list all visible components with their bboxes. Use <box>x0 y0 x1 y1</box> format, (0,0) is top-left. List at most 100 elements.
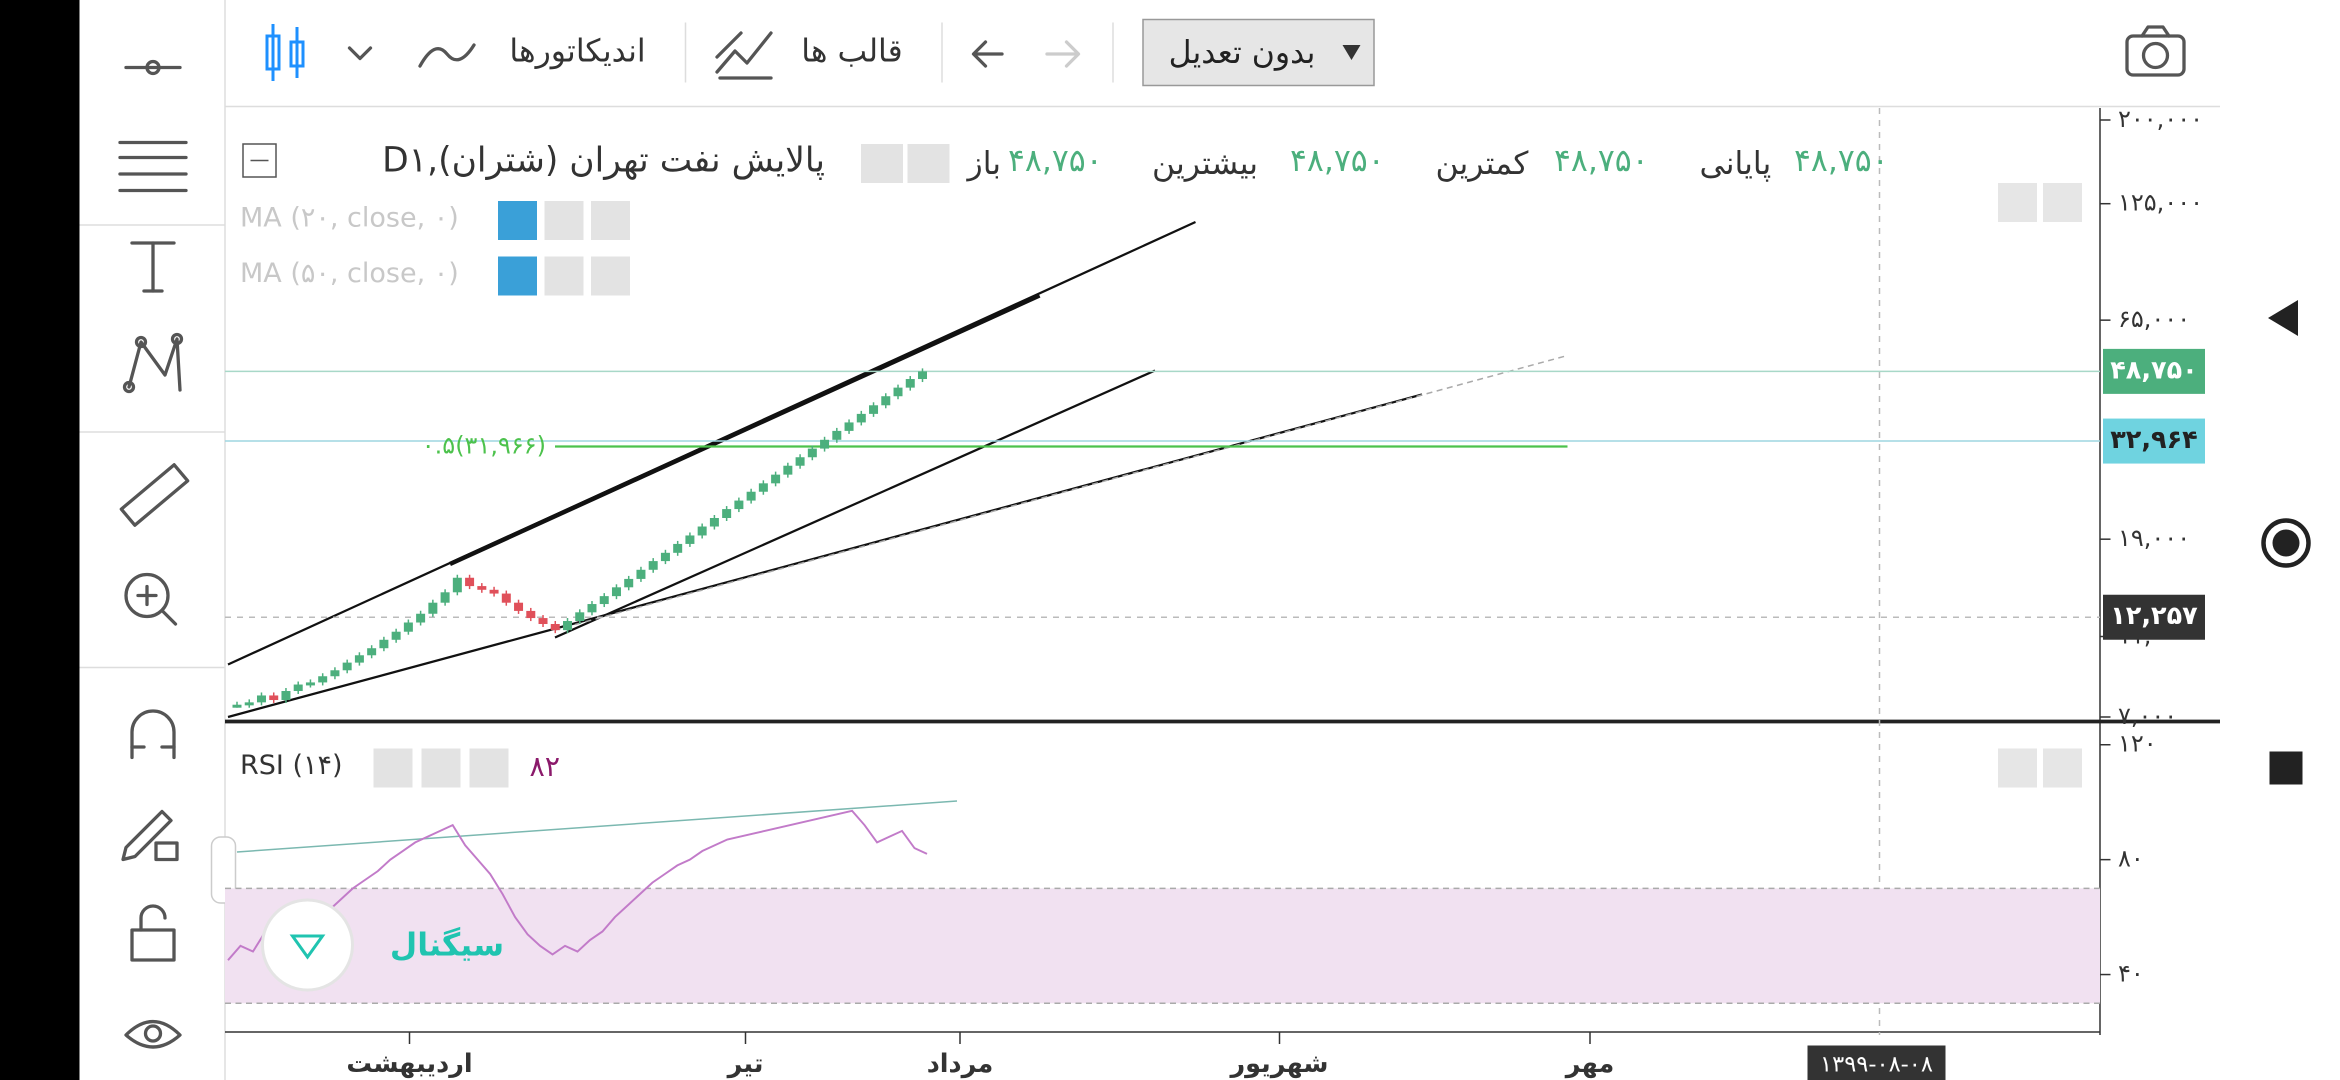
candle <box>501 593 511 603</box>
left-edge <box>0 0 80 1080</box>
candle <box>807 448 817 458</box>
candle <box>318 676 328 683</box>
indicators-button[interactable]: اندیکاتورها <box>509 34 645 70</box>
candle <box>330 670 340 677</box>
ruler-tool[interactable] <box>119 463 190 527</box>
candle <box>771 474 781 484</box>
adjust-label: بدون تعدیل <box>1169 35 1316 71</box>
price-tick-label: ۱۲۵,۰۰۰ <box>2118 189 2203 217</box>
cursor-date-badge <box>1807 1045 1946 1080</box>
candle <box>563 621 573 631</box>
rsi-label: RSI (۱۴) <box>240 750 343 781</box>
templates-button[interactable]: قالب ها <box>801 34 902 70</box>
collapse-button[interactable] <box>242 143 277 178</box>
templates-icon[interactable] <box>715 31 773 80</box>
lines-tool[interactable] <box>118 140 188 193</box>
eye-button[interactable] <box>498 256 537 296</box>
move-button[interactable] <box>2043 183 2082 222</box>
dropdown-arrow[interactable] <box>347 46 373 61</box>
rsi-trend-line <box>236 800 958 853</box>
rsi-band <box>225 888 2100 1004</box>
signal-button[interactable] <box>261 898 354 992</box>
trend-line <box>554 354 1568 631</box>
trend-line <box>227 393 1423 719</box>
price-tick-label: ۲۰۰,۰۰۰ <box>2118 105 2203 133</box>
level-badge-label: ۳۲,۹۶۴ <box>2110 425 2198 455</box>
remove-button[interactable] <box>591 256 630 296</box>
rsi-eye-button[interactable] <box>373 748 413 788</box>
rsi-tick-label: ۴۰ <box>2118 960 2144 988</box>
indicator-icon[interactable] <box>418 43 476 68</box>
candle <box>452 577 462 593</box>
high-value: ۴۸,۷۵۰ <box>1290 143 1385 179</box>
crosshair-tool[interactable] <box>124 59 182 76</box>
side-handle[interactable] <box>210 836 237 904</box>
candle <box>367 648 377 656</box>
redo-button[interactable] <box>1045 40 1081 68</box>
move-button[interactable] <box>2043 748 2082 788</box>
move-down-button[interactable] <box>1998 183 2037 222</box>
candle <box>440 592 450 603</box>
price-tick-label: ۶۵,۰۰۰ <box>2118 305 2190 333</box>
candle <box>428 602 438 614</box>
candle <box>575 612 585 622</box>
visibility-tool[interactable] <box>124 1020 182 1049</box>
candle <box>746 491 756 501</box>
chart-type-button[interactable] <box>265 24 305 81</box>
candle <box>354 655 364 663</box>
candle <box>416 613 426 623</box>
candle <box>611 587 621 597</box>
candle <box>709 517 719 527</box>
candle <box>685 535 695 544</box>
nav-back[interactable] <box>2268 300 2298 336</box>
candle <box>881 396 891 406</box>
gear-button[interactable] <box>544 256 584 296</box>
pattern-tool[interactable] <box>122 332 184 394</box>
candle <box>550 624 560 631</box>
last_price-badge-label: ۴۸,۷۵۰ <box>2110 355 2198 385</box>
candle <box>734 500 744 510</box>
text-tool[interactable] <box>130 241 176 293</box>
eye-button[interactable] <box>498 201 537 240</box>
cursor-date: ۱۳۹۹-۰۸-۰۸ <box>1820 1052 1933 1078</box>
signal-label: سیگنال <box>390 927 504 964</box>
price-tick-label: ۱۹,۰۰۰ <box>2118 524 2190 552</box>
candle <box>758 483 768 492</box>
magnet-tool[interactable] <box>130 709 176 760</box>
lock-drawing-tool[interactable] <box>121 809 179 862</box>
rsi-remove-button[interactable] <box>469 748 509 788</box>
candle <box>844 422 854 431</box>
zoom-tool[interactable] <box>124 572 178 626</box>
nav-recent[interactable] <box>2269 751 2303 785</box>
nav-home-dot <box>2272 529 2300 557</box>
candle <box>477 586 487 590</box>
settings-button[interactable] <box>907 144 950 183</box>
adjust-dropdown[interactable] <box>1142 18 1375 87</box>
undo-button[interactable] <box>971 40 1004 68</box>
trend-lines <box>227 220 1568 964</box>
rsi-gear-button[interactable] <box>421 748 461 788</box>
candle <box>305 682 315 686</box>
time-label: تیر <box>726 1049 764 1079</box>
candle <box>269 695 279 701</box>
last_price-badge <box>2103 348 2205 394</box>
time-label: مهر <box>1564 1049 1615 1079</box>
remove-button[interactable] <box>591 201 630 240</box>
candle <box>893 387 903 397</box>
candle <box>624 578 634 588</box>
candle <box>256 695 266 703</box>
rsi-tick-label: ۸۰ <box>2118 845 2144 873</box>
screenshot-button[interactable] <box>2125 25 2186 77</box>
candle <box>526 610 536 619</box>
rsi-last-value: ۸۲ <box>530 750 561 783</box>
time-label: اردیبهشت <box>346 1049 472 1079</box>
ma-label: MA (۵۰, close, ۰) <box>240 258 459 289</box>
hide-button[interactable] <box>861 144 903 183</box>
move-up-button[interactable] <box>1998 748 2037 788</box>
candle <box>832 430 842 440</box>
nav-home[interactable] <box>2261 518 2311 568</box>
unlock-tool[interactable] <box>130 904 176 962</box>
candle <box>697 526 707 536</box>
gear-button[interactable] <box>544 201 584 240</box>
